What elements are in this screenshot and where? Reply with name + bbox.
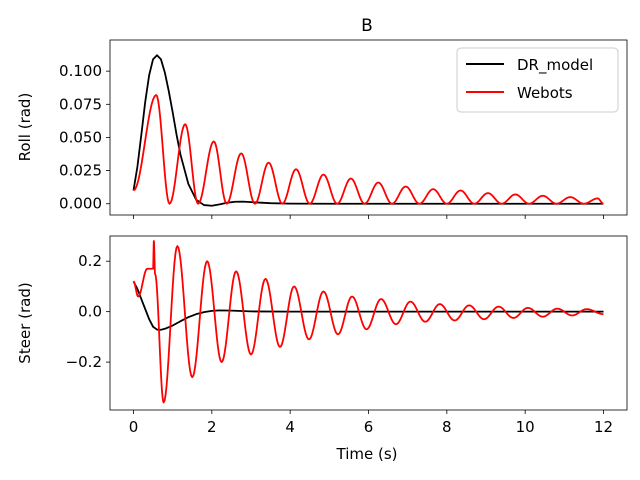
x-tick-label: 0 <box>129 418 139 436</box>
roll-subplot: B Roll (rad) 0.000 0.025 0.050 0.075 0.100 D… <box>16 16 628 219</box>
x-tick-label: 4 <box>285 418 295 436</box>
steer-y-axis-label: Steer (rad) <box>16 282 34 363</box>
steer-y-tick-label: −0.2 <box>66 353 102 371</box>
roll-y-tick-label: 0.100 <box>59 62 102 80</box>
x-tick-label: 2 <box>207 418 217 436</box>
x-tick-label: 6 <box>364 418 374 436</box>
steer-y-tick-label: 0.2 <box>78 252 102 270</box>
steer-lines <box>132 240 604 404</box>
x-tick-label: 10 <box>516 418 535 436</box>
roll-y-tick-label: 0.050 <box>59 128 102 146</box>
x-tick-label: 12 <box>594 418 613 436</box>
x-tick-label: 8 <box>442 418 452 436</box>
roll-series-webots <box>132 94 604 205</box>
roll-axes-frame <box>109 39 628 216</box>
steer-subplot: Steer (rad) 0 2 4 6 8 10 12 −0.2 0.0 0.2 Time (s) <box>16 235 628 463</box>
roll-y-tick-label: 0.075 <box>59 95 102 113</box>
steer-series-webots <box>132 240 604 404</box>
x-axis-label: Time (s) <box>336 445 398 463</box>
roll-lines <box>132 54 604 207</box>
steer-axes-frame <box>109 235 628 411</box>
steer-y-tick-label: 0.0 <box>78 303 102 321</box>
roll-ticks: 0.000 0.025 0.050 0.075 0.100 <box>59 62 604 219</box>
chart-title: B <box>361 16 373 36</box>
roll-y-tick-label: 0.000 <box>59 195 102 213</box>
legend-label-dr-model: DR_model <box>517 56 593 75</box>
roll-y-axis-label: Roll (rad) <box>16 93 34 162</box>
legend: DR_model Webots <box>456 47 619 113</box>
steer-ticks: 0 2 4 6 8 10 12 −0.2 0.0 0.2 <box>66 252 613 436</box>
legend-label-webots: Webots <box>517 84 573 102</box>
roll-y-tick-label: 0.025 <box>59 162 102 180</box>
